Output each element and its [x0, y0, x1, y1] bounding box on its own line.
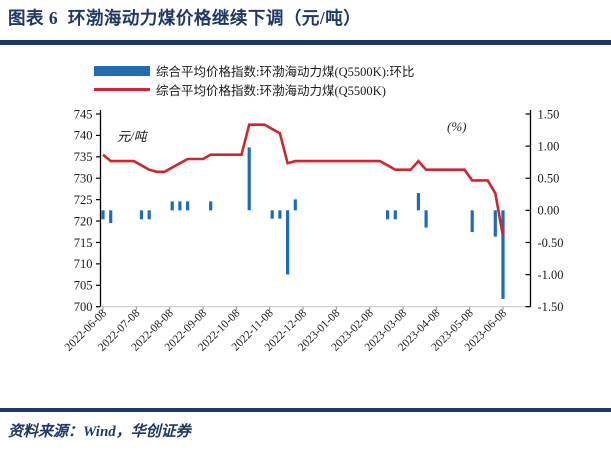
- title-divider: [0, 40, 611, 45]
- wow-bar: [178, 201, 182, 211]
- combo-chart: 745 740 735 730 725 720 715 710 705 700 1.50 1.00 0.…: [63, 107, 564, 353]
- wow-bar: [209, 201, 213, 211]
- legend-swatch-line: [94, 88, 150, 91]
- right-axis-tick-label: 1.00: [538, 139, 560, 153]
- right-axis-unit-label: (%): [447, 119, 467, 134]
- wow-bar: [416, 193, 420, 211]
- left-axis-tick-label: 740: [74, 129, 93, 143]
- right-axis-tick-label: 0.00: [538, 204, 560, 218]
- wow-bar: [101, 210, 105, 220]
- legend-item-bar-series: 综合平均价格指数:环渤海动力煤(Q5500K):环比: [94, 61, 414, 80]
- wow-bar: [286, 210, 290, 275]
- right-axis-tick-label: 0.50: [538, 172, 560, 186]
- wow-bar: [493, 210, 497, 237]
- left-axis-tick-label: 715: [74, 236, 93, 250]
- wow-bar: [278, 210, 282, 219]
- wow-bar: [424, 210, 428, 228]
- legend-swatch-bar: [94, 65, 150, 76]
- right-axis-tick-label: -0.50: [538, 236, 564, 250]
- source-note: 资料来源：Wind，华创证券: [8, 424, 191, 440]
- chart-legend: 综合平均价格指数:环渤海动力煤(Q5500K):环比 综合平均价格指数:环渤海动…: [94, 61, 414, 99]
- wow-bar: [393, 210, 397, 220]
- right-axis-tick-label: -1.00: [538, 268, 564, 282]
- legend-item-line-series: 综合平均价格指数:环渤海动力煤(Q5500K): [94, 80, 414, 99]
- wow-bar: [470, 210, 474, 233]
- left-axis-tick-label: 700: [74, 300, 93, 314]
- wow-bar: [186, 201, 190, 211]
- wow-bar: [270, 210, 274, 219]
- left-axis-tick-label: 720: [74, 214, 93, 228]
- footer-divider: [0, 408, 611, 412]
- legend-label-bar-series: 综合平均价格指数:环渤海动力煤(Q5500K):环比: [156, 65, 415, 79]
- wow-bar: [109, 210, 113, 224]
- left-axis-tick-label: 710: [74, 257, 93, 271]
- right-axis-tick-label: 1.50: [538, 107, 560, 121]
- figure-title: 图表 6 环渤海动力煤价格继续下调（元/吨）: [8, 8, 362, 28]
- left-axis-tick-label: 705: [74, 279, 93, 293]
- wow-bar: [147, 210, 151, 220]
- left-axis-tick-label: 730: [74, 172, 93, 186]
- left-axis-tick-label: 725: [74, 193, 93, 207]
- right-axis-tick-label: -1.50: [538, 300, 564, 314]
- left-axis-unit-label: 元/吨: [117, 129, 149, 144]
- wow-bar: [247, 147, 251, 211]
- left-axis-tick-label: 745: [74, 107, 93, 121]
- wow-bar: [501, 210, 505, 299]
- wow-bar: [386, 210, 390, 220]
- wow-bar: [139, 210, 144, 220]
- wow-bar: [293, 199, 297, 211]
- legend-label-line-series: 综合平均价格指数:环渤海动力煤(Q5500K): [156, 84, 386, 98]
- left-axis-tick-label: 735: [74, 150, 93, 164]
- price-line: [102, 123, 505, 237]
- wow-bar: [170, 201, 174, 211]
